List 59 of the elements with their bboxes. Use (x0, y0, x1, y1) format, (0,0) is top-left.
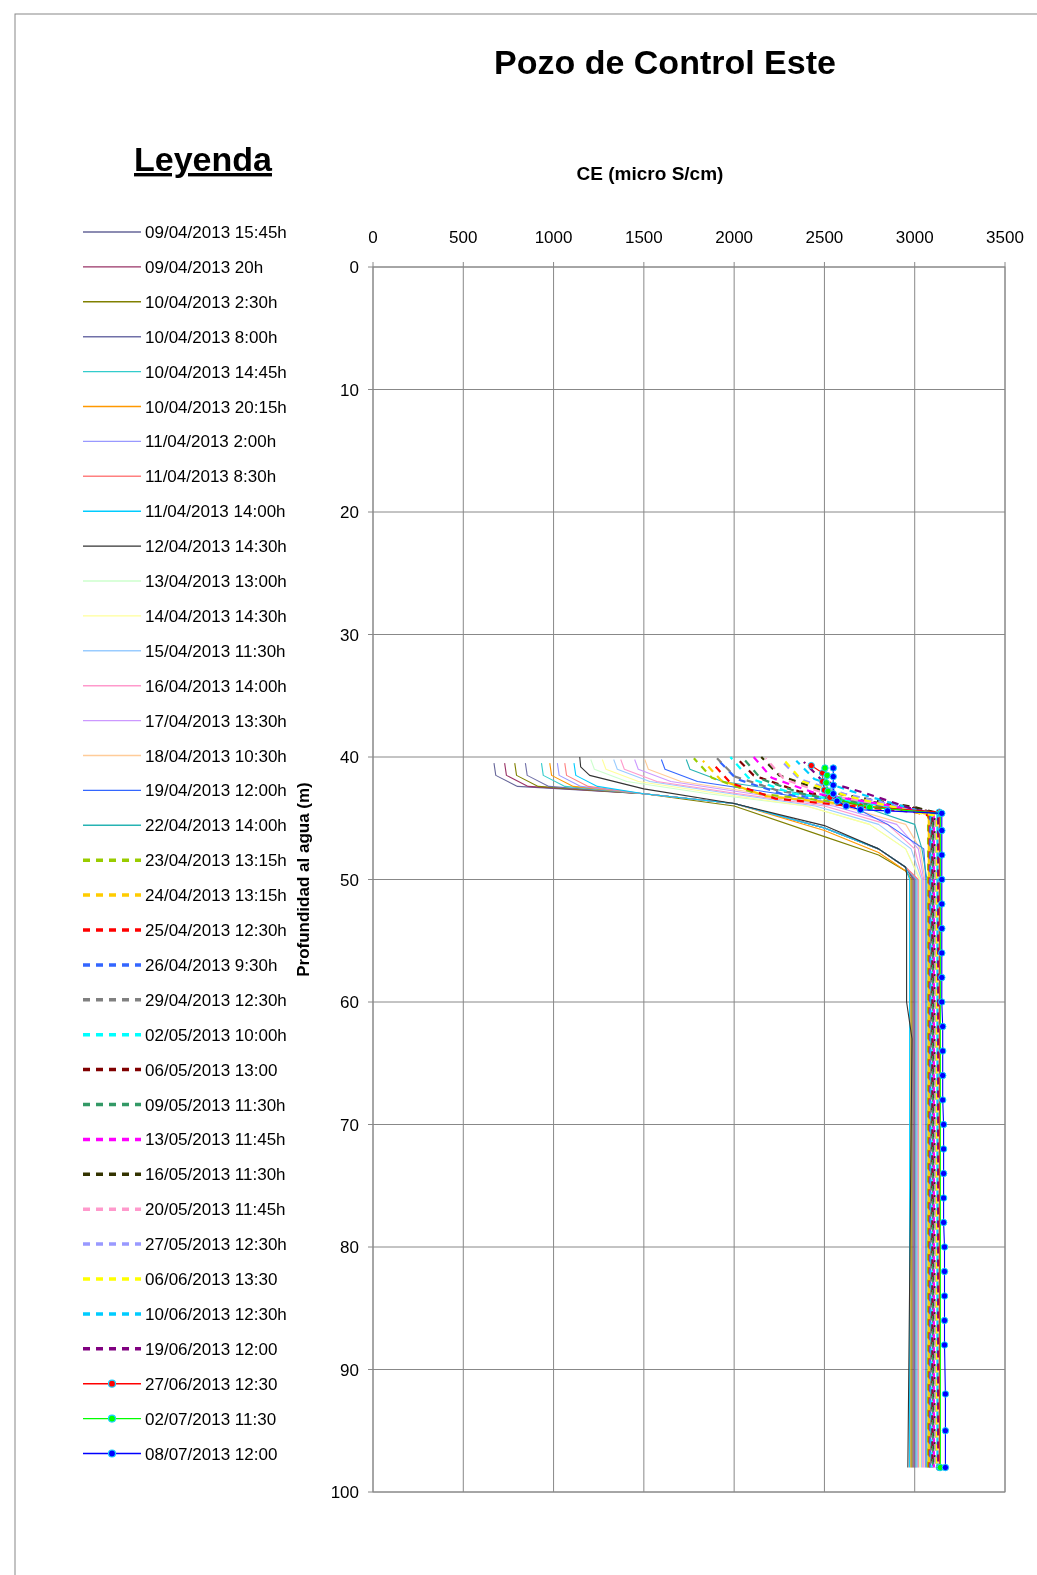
x-tick-label: 1500 (624, 228, 663, 247)
legend-label: 27/06/2013 12:30 (145, 1374, 278, 1394)
legend-label: 06/06/2013 13:30 (145, 1270, 278, 1289)
legend-label: 15/04/2013 11:30h (145, 641, 286, 661)
legend-label: 20/05/2013 11:45h (145, 1200, 286, 1220)
legend-label: 10/04/2013 14:45h (145, 362, 287, 382)
x-tick-label: 0 (368, 228, 378, 247)
legend-label: 25/04/2013 12:30h (145, 921, 287, 940)
y-tick-label: 100 (330, 1483, 359, 1502)
x-axis-title: CE (micro S/cm) (576, 163, 724, 184)
legend-label: 11/04/2013 8:30h (145, 467, 277, 487)
legend-label: 24/04/2013 13:15h (145, 886, 287, 906)
legend-label: 19/06/2013 12:00 (145, 1339, 278, 1359)
y-tick-label: 50 (340, 870, 359, 890)
legend-label: 16/04/2013 14:00h (145, 676, 287, 696)
legend-label: 08/07/2013 12:00 (145, 1444, 278, 1464)
x-tick-label: 500 (449, 228, 478, 247)
y-tick-label: 10 (340, 380, 359, 400)
chart-title: Pozo de Control Este (494, 43, 836, 81)
legend-label: 13/05/2013 11:45h (145, 1130, 286, 1150)
y-tick-label: 0 (349, 258, 359, 277)
y-tick-label: 30 (340, 625, 359, 645)
legend-label: 26/04/2013 9:30h (145, 955, 278, 975)
x-tick-label: 3500 (986, 228, 1024, 247)
y-tick-label: 70 (340, 1115, 359, 1135)
x-tick-label: 2500 (805, 228, 844, 247)
legend-label: 22/04/2013 14:00h (145, 816, 287, 836)
legend-label: 17/04/2013 13:30h (145, 711, 287, 731)
legend-label: 16/05/2013 11:30h (145, 1165, 286, 1185)
legend-label: 10/06/2013 12:30h (145, 1304, 287, 1324)
legend-label: 09/05/2013 11:30h (145, 1095, 286, 1115)
y-tick-label: 90 (340, 1360, 359, 1380)
legend-label: 27/05/2013 12:30h (145, 1235, 287, 1255)
legend-label: 18/04/2013 10:30h (145, 746, 287, 766)
legend-label: 09/04/2013 20h (145, 257, 264, 277)
x-tick-label: 2000 (715, 228, 754, 247)
legend-label: 02/05/2013 10:00h (145, 1025, 287, 1045)
legend-label: 10/04/2013 20:15h (145, 397, 287, 417)
legend-label: 12/04/2013 14:30h (145, 537, 287, 557)
x-tick-label: 1000 (534, 228, 573, 247)
y-tick-label: 80 (340, 1238, 359, 1257)
legend-label: 14/04/2013 14:30h (145, 606, 287, 626)
y-tick-label: 60 (340, 993, 359, 1012)
x-tick-label: 3000 (895, 228, 934, 247)
legend-label: 10/04/2013 8:00h (145, 327, 278, 347)
legend-label: 29/04/2013 12:30h (145, 990, 287, 1010)
y-axis-title: Profundidad al agua (m) (294, 782, 313, 977)
legend-label: 11/04/2013 14:00h (145, 502, 286, 522)
legend-label: 02/07/2013 11:30 (145, 1409, 277, 1429)
y-tick-label: 40 (340, 748, 359, 767)
legend-label: 11/04/2013 2:00h (145, 432, 277, 452)
legend-label: 23/04/2013 13:15h (145, 851, 287, 871)
legend-label: 19/04/2013 12:00h (145, 781, 287, 801)
legend-label: 13/04/2013 13:00h (145, 572, 287, 591)
legend-label: 10/04/2013 2:30h (145, 292, 278, 312)
legend-label: 06/05/2013 13:00 (145, 1060, 278, 1080)
legend-label: 09/04/2013 15:45h (145, 223, 287, 242)
legend-title: Leyenda (134, 140, 274, 178)
y-tick-label: 20 (340, 503, 359, 522)
